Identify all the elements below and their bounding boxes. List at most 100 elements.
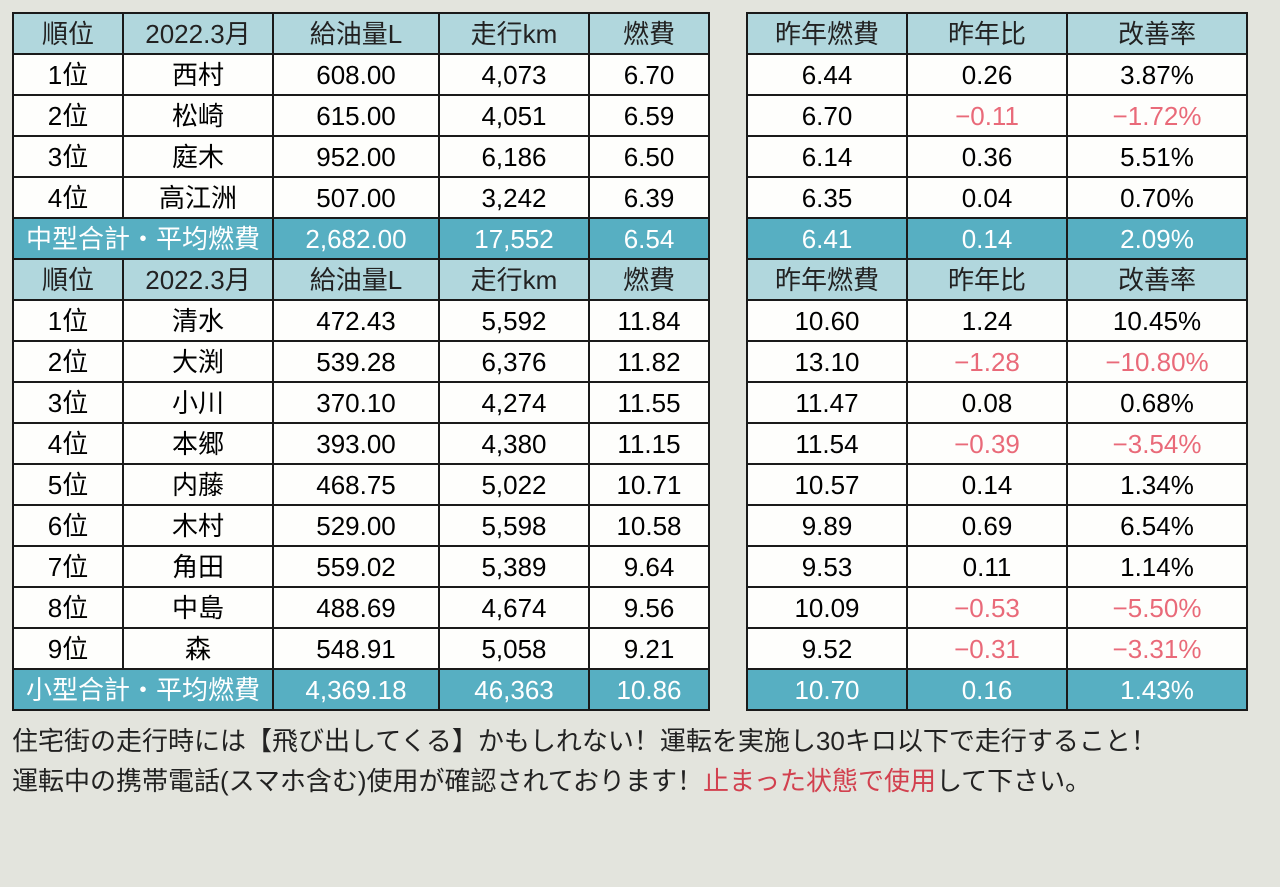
table-row: 6.440.263.87%	[747, 54, 1247, 95]
cell-fuel: 468.75	[273, 464, 439, 505]
cell-name: 清水	[123, 300, 273, 341]
cell-diff: 0.11	[907, 546, 1067, 587]
cell-name: 高江洲	[123, 177, 273, 218]
mid-total-row: 6.41 0.14 2.09%	[747, 218, 1247, 259]
cell-prev: 6.35	[747, 177, 907, 218]
note-line-1: 住宅街の走行時には【飛び出してくる】かもしれない！運転を実施し30キロ以下で走行…	[12, 721, 1268, 761]
cell-name: 森	[123, 628, 273, 669]
table-row: 5位内藤468.755,02210.71	[13, 464, 709, 505]
cell-imp: 0.70%	[1067, 177, 1247, 218]
cell-rank: 8位	[13, 587, 123, 628]
cell-dist: 4,274	[439, 382, 589, 423]
cell-dist: 4,674	[439, 587, 589, 628]
table-row: 2位松崎615.004,0516.59	[13, 95, 709, 136]
cell-dist: 5,389	[439, 546, 589, 587]
cell-imp: −1.72%	[1067, 95, 1247, 136]
table-row: 9.52−0.31−3.31%	[747, 628, 1247, 669]
cell-diff: −1.28	[907, 341, 1067, 382]
cell-eff: 6.50	[589, 136, 709, 177]
cell-dist: 4,073	[439, 54, 589, 95]
cell-prev: 10.09	[747, 587, 907, 628]
small-total-eff: 10.86	[589, 669, 709, 710]
cell-diff: −0.53	[907, 587, 1067, 628]
small-total-label: 小型合計・平均燃費	[13, 669, 273, 710]
small-total-diff: 0.16	[907, 669, 1067, 710]
table-row: 7位角田559.025,3899.64	[13, 546, 709, 587]
cell-eff: 11.55	[589, 382, 709, 423]
cell-imp: 1.34%	[1067, 464, 1247, 505]
cell-rank: 3位	[13, 382, 123, 423]
cell-prev: 6.44	[747, 54, 907, 95]
small-total-imp: 1.43%	[1067, 669, 1247, 710]
table-row: 10.570.141.34%	[747, 464, 1247, 505]
mid-total-eff: 6.54	[589, 218, 709, 259]
col-eff: 燃費	[589, 259, 709, 300]
cell-fuel: 370.10	[273, 382, 439, 423]
mid-total-diff: 0.14	[907, 218, 1067, 259]
table-header-row: 順位 2022.3月 給油量L 走行km 燃費	[13, 259, 709, 300]
cell-imp: 5.51%	[1067, 136, 1247, 177]
cell-diff: −0.31	[907, 628, 1067, 669]
cell-dist: 6,186	[439, 136, 589, 177]
cell-dist: 5,022	[439, 464, 589, 505]
col-improve: 改善率	[1067, 259, 1247, 300]
cell-prev: 10.60	[747, 300, 907, 341]
left-table: 順位 2022.3月 給油量L 走行km 燃費 1位西村608.004,0736…	[12, 12, 710, 711]
mid-total-fuel: 2,682.00	[273, 218, 439, 259]
table-row: 10.09−0.53−5.50%	[747, 587, 1247, 628]
mid-total-label: 中型合計・平均燃費	[13, 218, 273, 259]
cell-rank: 2位	[13, 341, 123, 382]
cell-dist: 5,592	[439, 300, 589, 341]
cell-prev: 9.89	[747, 505, 907, 546]
table-row: 9.530.111.14%	[747, 546, 1247, 587]
cell-dist: 6,376	[439, 341, 589, 382]
cell-fuel: 539.28	[273, 341, 439, 382]
table-row: 2位大渕539.286,37611.82	[13, 341, 709, 382]
right-table: 昨年燃費 昨年比 改善率 6.440.263.87%6.70−0.11−1.72…	[746, 12, 1248, 711]
cell-eff: 11.82	[589, 341, 709, 382]
cell-rank: 5位	[13, 464, 123, 505]
table-row: 1位西村608.004,0736.70	[13, 54, 709, 95]
cell-imp: 6.54%	[1067, 505, 1247, 546]
cell-name: 角田	[123, 546, 273, 587]
cell-diff: 0.69	[907, 505, 1067, 546]
cell-fuel: 559.02	[273, 546, 439, 587]
cell-name: 庭木	[123, 136, 273, 177]
table-row: 6位木村529.005,59810.58	[13, 505, 709, 546]
table-row: 11.54−0.39−3.54%	[747, 423, 1247, 464]
cell-name: 木村	[123, 505, 273, 546]
cell-rank: 4位	[13, 423, 123, 464]
note-line-2: 運転中の携帯電話(スマホ含む)使用が確認されております！止まった状態で使用して下…	[12, 761, 1268, 801]
cell-name: 小川	[123, 382, 273, 423]
cell-fuel: 615.00	[273, 95, 439, 136]
cell-fuel: 952.00	[273, 136, 439, 177]
cell-rank: 9位	[13, 628, 123, 669]
cell-fuel: 529.00	[273, 505, 439, 546]
small-total-fuel: 4,369.18	[273, 669, 439, 710]
cell-imp: −10.80%	[1067, 341, 1247, 382]
col-rank: 順位	[13, 259, 123, 300]
col-diff: 昨年比	[907, 13, 1067, 54]
table-row: 11.470.080.68%	[747, 382, 1247, 423]
cell-diff: 1.24	[907, 300, 1067, 341]
col-eff: 燃費	[589, 13, 709, 54]
cell-prev: 6.14	[747, 136, 907, 177]
table-header-row: 順位 2022.3月 給油量L 走行km 燃費	[13, 13, 709, 54]
cell-name: 中島	[123, 587, 273, 628]
col-month: 2022.3月	[123, 13, 273, 54]
col-dist: 走行km	[439, 259, 589, 300]
col-diff: 昨年比	[907, 259, 1067, 300]
cell-imp: 10.45%	[1067, 300, 1247, 341]
table-row: 3位庭木952.006,1866.50	[13, 136, 709, 177]
cell-diff: 0.04	[907, 177, 1067, 218]
cell-diff: 0.26	[907, 54, 1067, 95]
table-row: 4位本郷393.004,38011.15	[13, 423, 709, 464]
cell-imp: −3.31%	[1067, 628, 1247, 669]
table-row: 1位清水472.435,59211.84	[13, 300, 709, 341]
cell-fuel: 393.00	[273, 423, 439, 464]
col-prev-eff: 昨年燃費	[747, 259, 907, 300]
cell-prev: 11.54	[747, 423, 907, 464]
table-row: 9.890.696.54%	[747, 505, 1247, 546]
table-row: 9位森548.915,0589.21	[13, 628, 709, 669]
note-warning: 止まった状態で使用	[703, 766, 936, 796]
